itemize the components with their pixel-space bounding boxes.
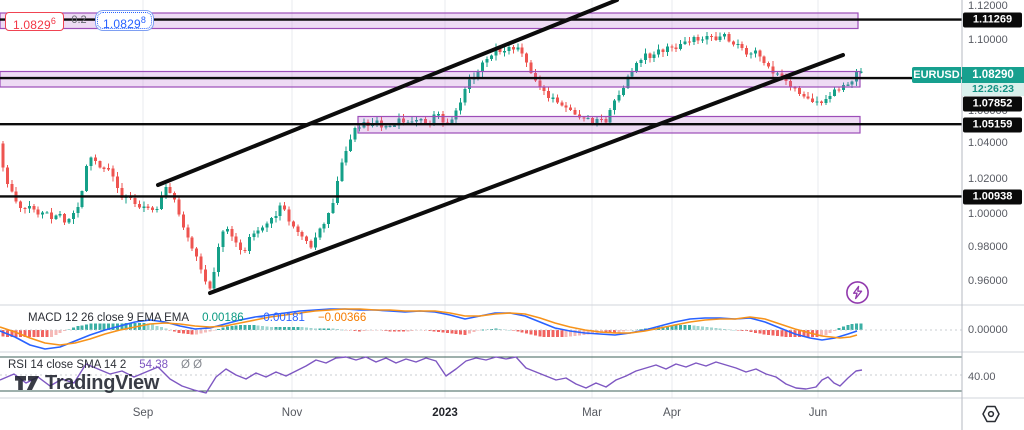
ask-price-label[interactable]: 1.08298 xyxy=(95,10,155,31)
bid-price-value: 1.0829 xyxy=(13,18,51,32)
price-level-chip[interactable]: 1.05159 xyxy=(963,117,1022,133)
price-axis-label: 0.00000 xyxy=(968,324,1008,336)
price-axis-label: 1.02000 xyxy=(968,172,1008,185)
ask-price-value: 1.0829 xyxy=(103,17,141,31)
rsi-hidden-values: Ø Ø xyxy=(181,359,203,371)
price-axis-label: 1.12000 xyxy=(968,0,1008,12)
price-level-chip[interactable]: 1.00938 xyxy=(963,189,1022,204)
time-axis-label: Sep xyxy=(132,407,154,419)
price-axis-label: 0.98000 xyxy=(968,241,1008,253)
lightning-icon[interactable] xyxy=(845,280,870,305)
tradingview-wordmark: TradingView xyxy=(45,371,160,394)
time-axis-label: Jun xyxy=(808,407,828,419)
rsi-title: RSI 14 close SMA 14 2 xyxy=(8,359,127,371)
price-axis-label: 0.96000 xyxy=(968,274,1008,287)
rsi-value: 54.38 xyxy=(139,359,169,371)
bid-price-label[interactable]: 1.08296 xyxy=(5,12,65,32)
time-axis-label: Apr xyxy=(663,407,681,419)
bid-price-fraction: 6 xyxy=(50,16,57,26)
axis-settings-icon[interactable] xyxy=(980,404,1002,424)
ask-price-fraction: 8 xyxy=(140,15,147,25)
price-zone[interactable] xyxy=(0,12,859,30)
price-axis-label: 1.10000 xyxy=(968,34,1008,46)
price-axis-label: 1.00000 xyxy=(968,207,1008,220)
rsi-legend[interactable]: RSI 14 close SMA 14 2 54.38 Ø Ø xyxy=(8,359,202,371)
tradingview-logo[interactable]: TradingView xyxy=(14,371,159,395)
macd-title: MACD 12 26 close 9 EMA EMA xyxy=(28,312,190,324)
last-price-tag[interactable]: 1.08290 xyxy=(962,67,1024,83)
candlesticks xyxy=(1,31,863,291)
price-zone[interactable] xyxy=(0,70,861,88)
price-axis-label: 1.04000 xyxy=(968,137,1008,149)
macd-histogram-value: −0.00366 xyxy=(317,312,367,324)
macd-legend[interactable]: MACD 12 26 close 9 EMA EMA 0.00186 −0.00… xyxy=(28,312,366,324)
price-axis-label: 40.00 xyxy=(968,371,996,383)
macd-signal-value: −0.00181 xyxy=(256,312,305,324)
price-level-chip[interactable]: 1.11269 xyxy=(963,12,1022,28)
macd-signal-line xyxy=(0,308,858,346)
bar-countdown: 12:26:23 xyxy=(962,83,1024,96)
trendline[interactable] xyxy=(208,53,845,295)
rsi-line xyxy=(0,356,863,394)
time-axis-label: Mar xyxy=(582,407,602,419)
macd-value: 0.00186 xyxy=(202,312,244,324)
time-axis-label: Nov xyxy=(281,407,303,419)
tradingview-logo-icon xyxy=(15,376,39,390)
time-axis-label: 2023 xyxy=(432,407,458,419)
price-level-chip[interactable]: 1.07852 xyxy=(963,96,1022,112)
symbol-tag[interactable]: EURUSD xyxy=(912,67,961,83)
spread-label: 0.2 xyxy=(71,14,87,26)
trendline[interactable] xyxy=(156,0,619,187)
